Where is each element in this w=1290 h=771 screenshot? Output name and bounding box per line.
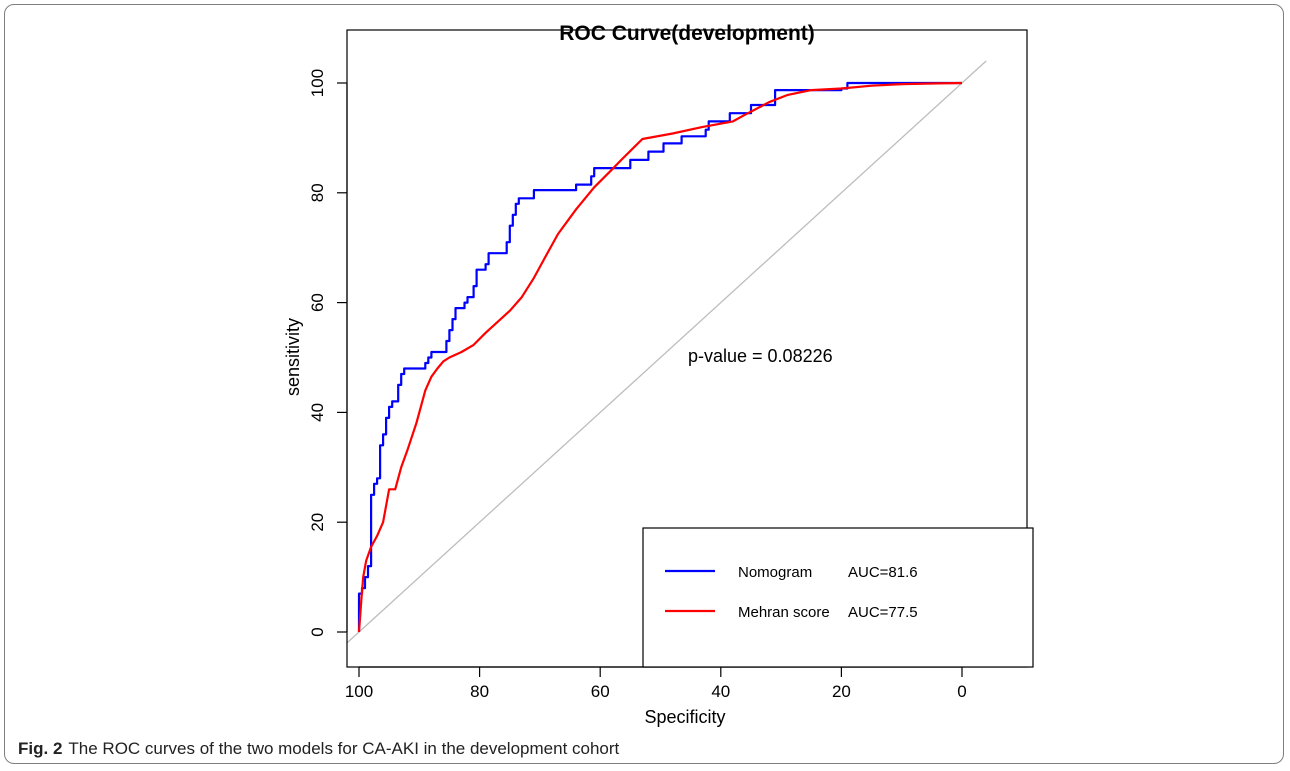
figure-caption-label: Fig. 2 xyxy=(18,739,63,758)
p-value-annotation: p-value = 0.08226 xyxy=(688,346,833,366)
figure-caption: Fig. 2 The ROC curves of the two models f… xyxy=(18,739,619,759)
legend-label-nomogram: Nomogram xyxy=(738,564,812,581)
y-axis-title: sensitivity xyxy=(283,318,303,396)
y-tick-label-0: 0 xyxy=(308,627,327,636)
x-axis-title: Specificity xyxy=(644,707,725,727)
legend-auc-nomogram: AUC=81.6 xyxy=(848,564,918,581)
figure-frame: ROC Curve(development) 100 80 60 40 20 0 0 20 40… xyxy=(4,4,1284,764)
x-tick-label-20: 20 xyxy=(832,682,851,701)
legend: Nomogram AUC=81.6 Mehran score AUC=77.5 xyxy=(642,527,1034,668)
y-tick-label-60: 60 xyxy=(308,293,327,312)
legend-label-mehran: Mehran score xyxy=(738,604,830,621)
y-tick-label-80: 80 xyxy=(308,183,327,202)
x-tick-label-100: 100 xyxy=(345,682,373,701)
x-tick-label-80: 80 xyxy=(470,682,489,701)
roc-curve-mehran-score xyxy=(357,81,963,633)
x-tick-label-0: 0 xyxy=(957,682,966,701)
y-tick-label-20: 20 xyxy=(308,513,327,532)
roc-chart: ROC Curve(development) 100 80 60 40 20 0 0 20 40… xyxy=(283,22,1034,727)
x-tick-label-40: 40 xyxy=(711,682,730,701)
reference-diagonal-line xyxy=(347,60,987,644)
legend-auc-mehran: AUC=77.5 xyxy=(848,604,918,621)
figure-caption-text: The ROC curves of the two models for CA-… xyxy=(68,739,620,758)
y-tick-label-40: 40 xyxy=(308,403,327,422)
chart-title: ROC Curve(development) xyxy=(559,22,815,45)
y-tick-label-100: 100 xyxy=(308,69,327,97)
roc-curve-nomogram xyxy=(357,81,962,632)
legend-box xyxy=(642,527,1034,668)
x-tick-label-60: 60 xyxy=(591,682,610,701)
